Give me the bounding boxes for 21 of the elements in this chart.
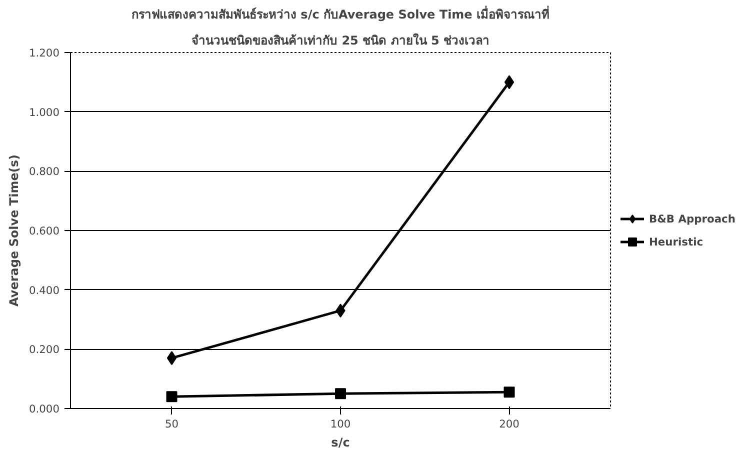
y-tick-label: 0.400 [28, 284, 60, 297]
x-tick-label: 50 [164, 418, 179, 430]
y-tick-label: 0.000 [28, 402, 60, 416]
y-tick-label: 0.800 [28, 165, 60, 178]
point [166, 391, 178, 402]
legend-label: B&B Approach [649, 212, 736, 225]
point [504, 386, 515, 398]
x-tick-label: 100 [330, 418, 351, 430]
point [504, 75, 514, 90]
y-tick-label: 1.200 [28, 46, 60, 60]
point [166, 351, 177, 366]
x-axis-title: s/c [331, 436, 350, 450]
y-tick-label: 1.000 [28, 106, 60, 119]
y-tick-label: 0.200 [28, 343, 60, 356]
y-axis-title: Average Solve Time(s) [6, 154, 21, 306]
chart-subtitle: จำนวนชนิดของสินค้าเท่ากับ 25 ชนิด ภายใน 5 ช่วงเวลา [192, 32, 490, 48]
point [335, 388, 346, 400]
y-tick-label: 0.600 [28, 224, 60, 238]
chart-title: กราฟแสดงความสัมพันธ์ระหว่าง s/c กับAverage Solve Time เมื่อพิจารณาที่ [132, 6, 550, 22]
x-tick-label: 200 [499, 418, 520, 430]
legend-label: Heuristic [649, 235, 704, 248]
